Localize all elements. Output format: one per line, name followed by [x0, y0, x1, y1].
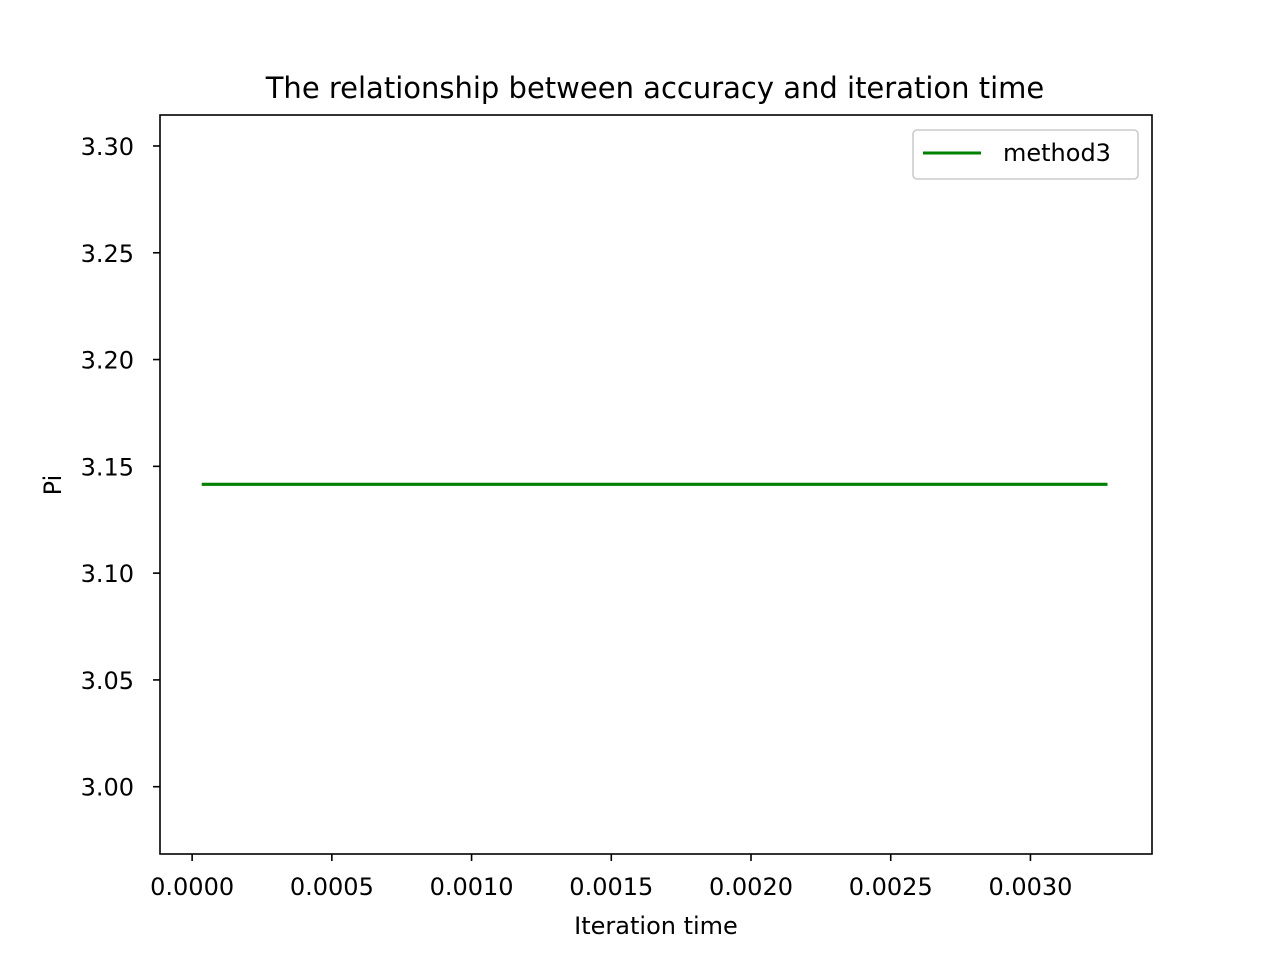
legend-label-method3: method3	[1003, 139, 1111, 167]
legend-box	[912, 129, 1139, 180]
x-tick-label: 0.0000	[150, 873, 234, 901]
x-tick-label: 0.0015	[569, 873, 653, 901]
y-tick-label: 3.15	[81, 453, 134, 481]
x-tick-label: 0.0005	[290, 873, 374, 901]
y-tick-label: 3.10	[81, 560, 134, 588]
y-tick-label: 3.30	[81, 133, 134, 161]
y-tick-label: 3.20	[81, 347, 134, 375]
x-tick-label: 0.0030	[988, 873, 1072, 901]
chart-title: The relationship between accuracy and it…	[265, 71, 1045, 105]
x-axis-label: Iteration time	[574, 912, 738, 940]
plot-area-frame	[159, 114, 1153, 855]
legend: method3	[912, 129, 1139, 180]
y-tick-label: 3.00	[81, 774, 134, 802]
x-axis-ticks: 0.0000 0.0005 0.0010 0.0015 0.0020 0.0025 0.00…	[150, 854, 1072, 901]
y-tick-label: 3.05	[81, 667, 134, 695]
y-tick-label: 3.25	[81, 240, 134, 268]
x-tick-label: 0.0025	[849, 873, 933, 901]
y-axis-label: Pi	[39, 475, 67, 496]
x-tick-label: 0.0010	[430, 873, 514, 901]
y-axis-ticks: 3.00 3.05 3.10 3.15 3.20 3.25 3.30	[81, 133, 160, 802]
x-tick-label: 0.0020	[709, 873, 793, 901]
